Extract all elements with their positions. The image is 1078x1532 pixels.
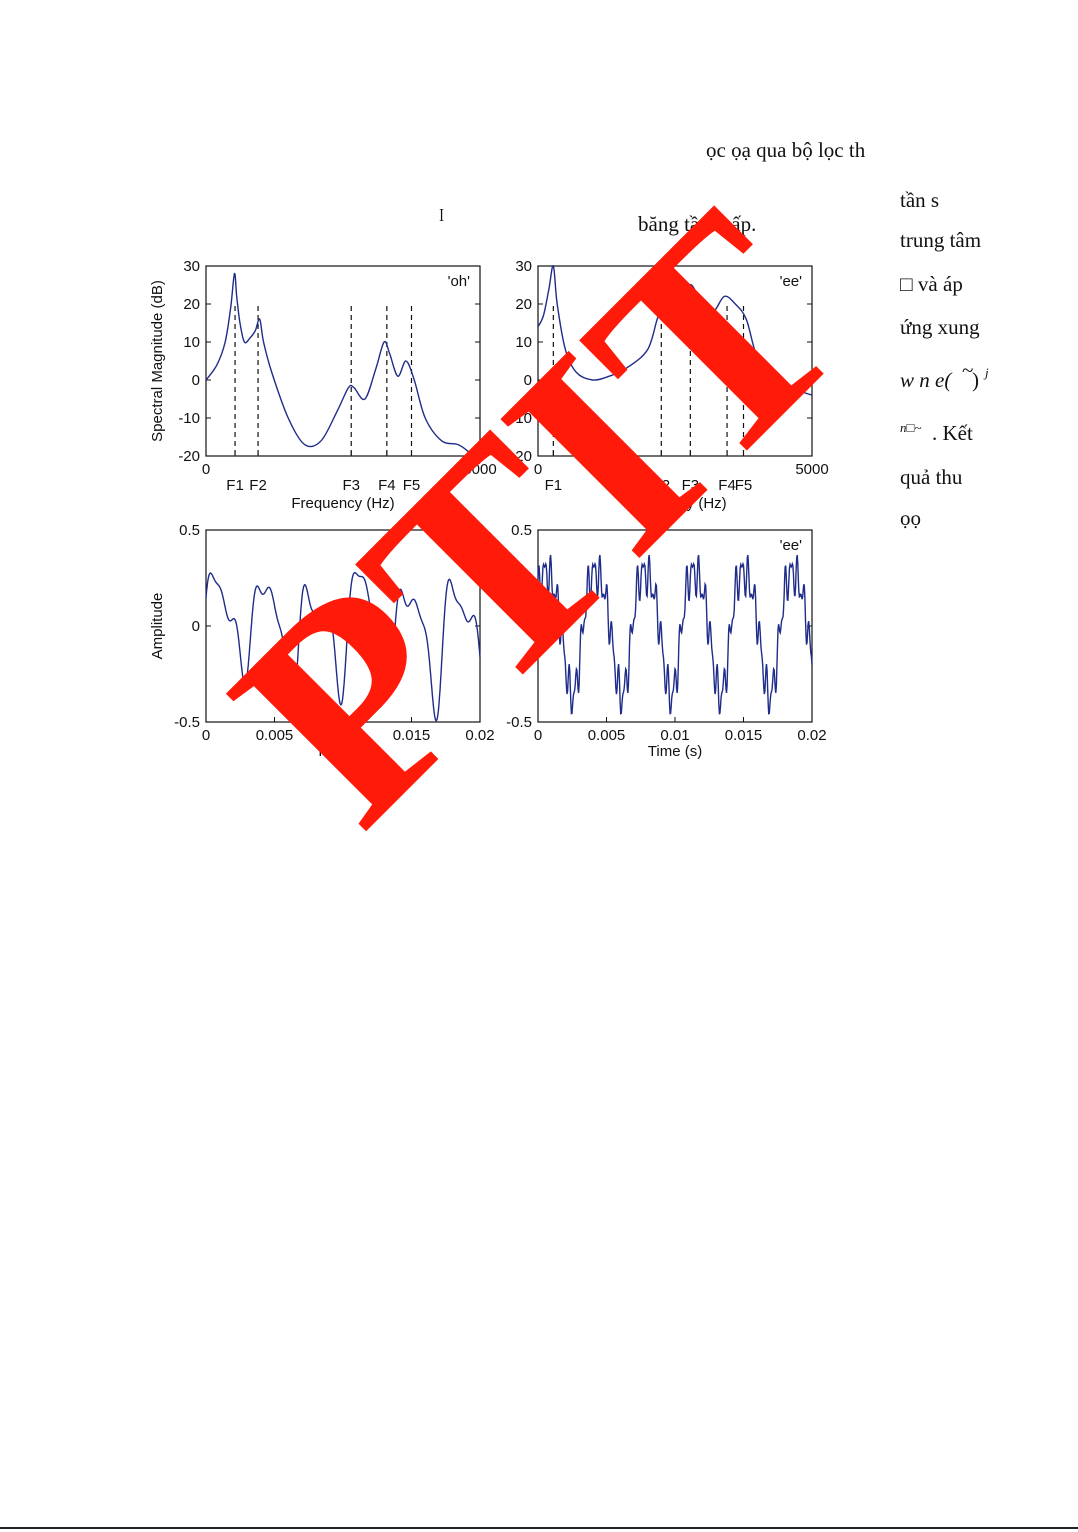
x-tick-label: 0 <box>202 727 210 744</box>
y-tick-label: 0 <box>524 372 532 389</box>
panel-annotation: 'oh' <box>448 273 471 290</box>
x-tick-label: 0.015 <box>725 727 763 744</box>
x-tick-label: 0 <box>534 461 542 478</box>
spectrum-curve <box>537 265 813 396</box>
x-tick-label: 0.02 <box>465 727 494 744</box>
text-right-1: tần s <box>900 188 940 212</box>
x-tick-label: 5000 <box>463 461 496 478</box>
x-axis-label: Frequency (Hz) <box>291 495 394 512</box>
x-tick-label: 0.005 <box>256 727 294 744</box>
x-axis-label: Frequency (Hz) <box>623 495 726 512</box>
text-line-top: ọc ọạ qua bộ lọc th <box>706 138 866 162</box>
formant-label: F5 <box>403 477 421 494</box>
formant-label: F2 <box>653 477 671 494</box>
y-axis-label: Amplitude <box>149 593 166 660</box>
y-tick-label: 0.5 <box>511 522 532 539</box>
formula-main: w n e( <box>900 368 952 392</box>
y-tick-label: 20 <box>183 296 200 313</box>
formant-label: F4 <box>718 477 736 494</box>
text-right-5: quả thu <box>900 465 963 489</box>
y-tick-label: 0 <box>192 618 200 635</box>
bottom-rule <box>0 1527 1078 1529</box>
formant-label: F1 <box>545 477 563 494</box>
formant-label: F4 <box>378 477 396 494</box>
formula-sup: j <box>985 365 989 380</box>
y-tick-label: -10 <box>510 410 532 427</box>
spectrum-curve <box>205 272 481 465</box>
formula-close: ) <box>972 368 979 392</box>
y-tick-label: 10 <box>183 334 200 351</box>
y-tick-label: -20 <box>510 448 532 465</box>
panel-annotation: 'ee' <box>780 273 803 290</box>
figure-spectra-waveforms: 30 20 10 0 -10 -20 0 5000 F1 F2 F3 F4 F5'oh' Frequenc… <box>140 250 840 770</box>
y-tick-label: -0.5 <box>506 714 532 731</box>
formant-label: F1 <box>226 477 244 494</box>
text-right-6: ọọ <box>900 506 921 530</box>
y-tick-label: -10 <box>178 410 200 427</box>
y-tick-label: 20 <box>515 296 532 313</box>
y-tick-label: 10 <box>515 334 532 351</box>
formula-small: n□~ <box>900 420 922 435</box>
x-tick-label: 0 <box>534 727 542 744</box>
formant-label: F5 <box>735 477 753 494</box>
text-right-3: □ và áp <box>900 272 963 296</box>
x-tick-label: 0.01 <box>328 727 357 744</box>
y-tick-label: 30 <box>515 258 532 275</box>
formant-label: F3 <box>682 477 700 494</box>
text-small-mark: ꟾ <box>439 209 445 224</box>
formant-label: F2 <box>249 477 267 494</box>
y-tick-label: -20 <box>178 448 200 465</box>
panel-frame <box>205 265 481 457</box>
y-tick-label: 0 <box>192 372 200 389</box>
panel-annotation: 'ee' <box>780 537 803 554</box>
formula-tail: . Kết <box>932 421 973 445</box>
x-tick-label: 5000 <box>795 461 828 478</box>
y-tick-label: 30 <box>183 258 200 275</box>
y-tick-label: 0.5 <box>179 522 200 539</box>
formant-label: F3 <box>342 477 360 494</box>
panel-frame <box>537 265 813 457</box>
text-line-bang: băng tần thấp. <box>638 212 757 236</box>
y-tick-label: 0 <box>524 618 532 635</box>
x-axis-label: Time (s) <box>648 743 702 760</box>
x-tick-label: 0.005 <box>588 727 626 744</box>
x-axis-label: Time (s) <box>316 743 370 760</box>
text-right-4: ứng xung <box>900 315 980 339</box>
formula-tilde: ~ <box>962 358 974 382</box>
text-right-2: trung tâm <box>900 228 982 252</box>
x-tick-label: 0 <box>202 461 210 478</box>
y-tick-label: -0.5 <box>174 714 200 731</box>
x-tick-label: 0.01 <box>660 727 689 744</box>
x-tick-label: 0.015 <box>393 727 431 744</box>
x-tick-label: 0.02 <box>797 727 826 744</box>
y-axis-label: Spectral Magnitude (dB) <box>149 280 166 442</box>
waveform-curve <box>537 554 813 715</box>
waveform-curve <box>205 572 481 722</box>
